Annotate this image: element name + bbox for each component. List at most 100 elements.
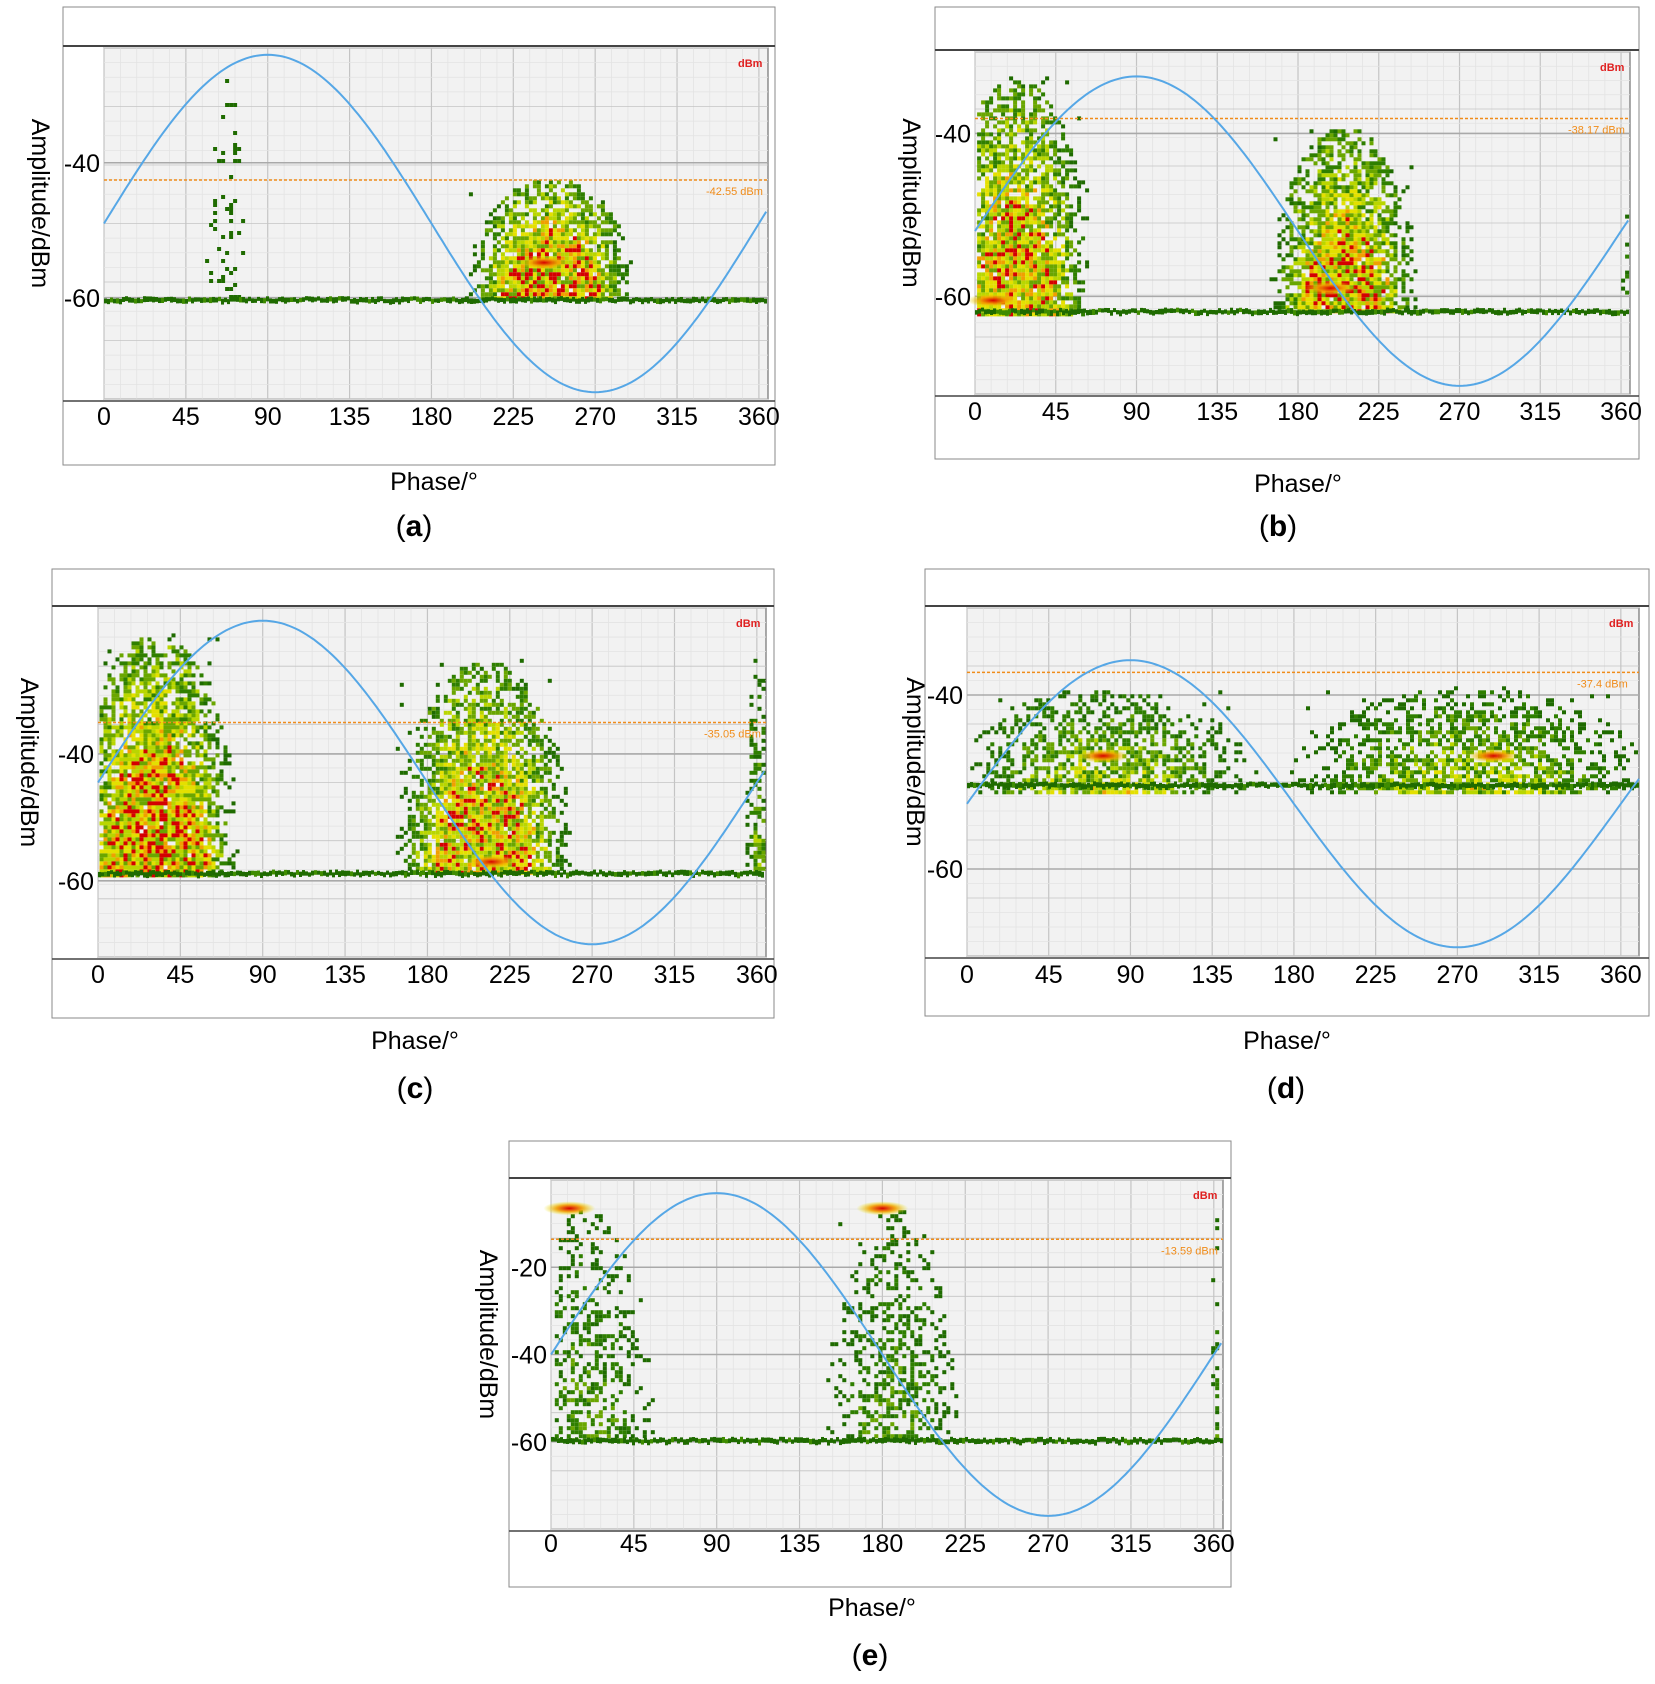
x-tick-label: 225 [489,961,531,989]
x-tick-label: 135 [1196,398,1238,426]
x-tick-label: 0 [544,1530,558,1558]
threshold-label: -37.4 dBm [1577,678,1628,690]
y-tick-label: -60 [511,1429,547,1457]
x-tick-label: 315 [656,403,698,431]
reference-sine-wave [974,75,1630,387]
pd-cluster-3 [1211,1218,1220,1439]
panel-label: (e) [852,1639,889,1672]
y-tick-labels: -40 -60 [64,150,100,313]
pd-cluster-1 [205,79,246,299]
x-tick-label: 45 [172,403,200,431]
x-tick-label: 225 [944,1530,986,1558]
x-tick-label: 315 [1110,1530,1152,1558]
reference-sine-wave [97,619,766,946]
density-hotspot [465,854,518,869]
x-tick-label: 315 [654,961,696,989]
x-tick-label: 90 [1123,398,1151,426]
x-tick-label: 180 [862,1530,904,1558]
density-hotspot [966,293,1019,308]
x-tick-label: 135 [1191,961,1233,989]
x-tick-labels: 0 45 90 135 180 225 270 315 360 [960,961,1642,989]
x-tick-label: 315 [1519,398,1561,426]
y-axis-label: Amplitude/dBm [897,118,925,288]
panel-label: (b) [1259,510,1297,543]
x-tick-label: 45 [166,961,194,989]
x-tick-label: 0 [91,961,105,989]
x-tick-label: 90 [254,403,282,431]
x-tick-label: 360 [1600,398,1642,426]
pd-cluster-3 [1621,214,1630,295]
x-axis-label: Phase/° [390,468,478,496]
x-tick-labels: 0 45 90 135 180 225 270 315 360 [544,1530,1235,1558]
x-axis-label: Phase/° [371,1027,459,1055]
x-tick-label: 90 [249,961,277,989]
noise-floor [98,869,764,879]
x-tick-label: 90 [703,1530,731,1558]
y-tick-label: -40 [935,120,971,148]
x-axis-label: Phase/° [828,1594,916,1622]
x-tick-label: 0 [97,403,111,431]
x-axis-label: Phase/° [1254,470,1342,498]
x-tick-label: 0 [960,961,974,989]
x-tick-label: 270 [1027,1530,1069,1558]
threshold-label: -38.17 dBm [1568,125,1625,137]
x-tick-label: 0 [968,398,982,426]
density-hotspot [1077,748,1130,763]
unit-badge: dBm [738,58,763,70]
x-tick-label: 270 [574,403,616,431]
x-tick-label: 360 [1193,1530,1235,1558]
pd-cluster-2 [464,180,633,301]
scatter-points [99,633,766,878]
unit-badge: dBm [736,618,761,630]
panel-label: (d) [1267,1072,1305,1105]
threshold-label: -42.55 dBm [706,186,763,198]
y-tick-labels: -40 -60 [927,682,963,884]
panel-label: (c) [397,1072,434,1105]
x-tick-label: 360 [736,961,778,989]
density-hotspot [856,1201,909,1216]
x-tick-label: 90 [1117,961,1145,989]
pd-cluster-2 [1269,129,1418,314]
reference-sine-wave [103,53,768,394]
x-tick-label: 225 [492,403,534,431]
density-hotspot [1467,748,1520,763]
reference-sine-wave [550,1192,1223,1517]
x-tick-label: 135 [779,1530,821,1558]
density-hotspot [1304,281,1357,296]
y-axis-label: Amplitude/dBm [26,119,54,289]
x-tick-labels: 0 45 90 135 180 225 270 315 360 [91,961,778,989]
x-tick-label: 270 [1437,961,1479,989]
y-axis-label: Amplitude/dBm [15,678,43,848]
x-tick-label: 180 [1277,398,1319,426]
x-tick-label: 45 [1042,398,1070,426]
y-tick-label: -60 [64,285,100,313]
scatter-points [543,1201,1220,1443]
noise-floor [967,781,1639,791]
y-tick-labels: -40 -60 [935,120,971,311]
x-tick-labels: 0 45 90 135 180 225 270 315 360 [968,398,1642,426]
y-axis-label: Amplitude/dBm [474,1250,502,1420]
noise-floor [551,1436,1223,1446]
threshold-label: -35.05 dBm [704,729,761,741]
reference-sine-wave [966,659,1640,949]
y-tick-label: -40 [927,682,963,710]
density-hotspot [518,255,571,270]
unit-badge: dBm [1193,1190,1218,1202]
x-tick-label: 225 [1358,398,1400,426]
x-tick-label: 135 [329,403,371,431]
threshold-label: -13.59 dBm [1161,1245,1218,1257]
y-tick-label: -40 [64,150,100,178]
y-tick-label: -60 [58,868,94,896]
y-tick-label: -40 [58,741,94,769]
y-tick-labels: -40 -60 [58,741,94,896]
y-axis-label: Amplitude/dBm [901,677,929,847]
x-tick-label: 270 [1439,398,1481,426]
y-tick-label: -60 [935,283,971,311]
panel-label: (a) [396,510,433,543]
scatter-points [205,79,633,301]
